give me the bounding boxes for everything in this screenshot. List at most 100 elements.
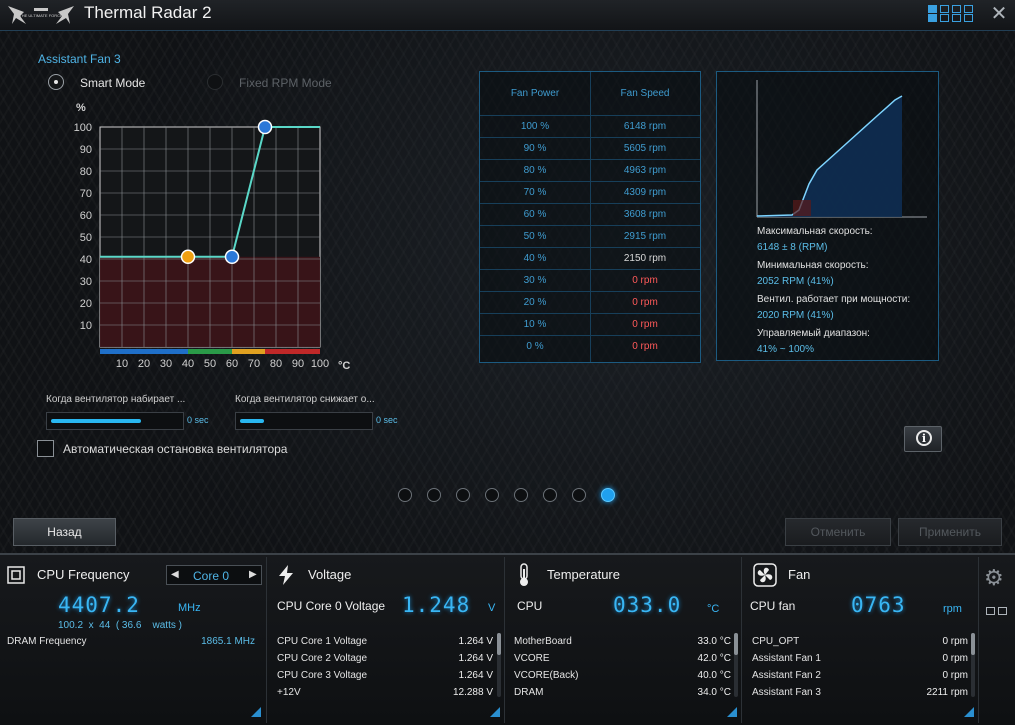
max-speed-value: 6148 ± 8 (RPM) — [757, 242, 828, 253]
fan-power-cell: 20 % — [523, 297, 547, 308]
chart-y-tick-label: 50 — [80, 232, 92, 244]
fan-monitor-panel: Fan CPU fan 0763 rpm CPU_OPT 0 rpm Assista… — [743, 557, 979, 723]
fan-main-label: CPU fan — [750, 599, 796, 613]
expand-corner-icon[interactable] — [251, 707, 261, 717]
fan-row-label: CPU_OPT — [752, 636, 800, 647]
fan-row-value: 0 rpm — [942, 636, 968, 647]
table-row: 30 % 0 rpm — [480, 269, 700, 292]
temperature-title: Temperature — [547, 567, 620, 582]
window-mode-icon[interactable] — [986, 607, 995, 615]
voltage-row-value: 1.264 V — [458, 670, 493, 681]
window-mode-icon[interactable] — [998, 607, 1007, 615]
chart-control-point[interactable] — [257, 119, 273, 135]
layout-grid-icon[interactable] — [928, 5, 974, 23]
chart-x-tick-label: 90 — [292, 358, 304, 370]
table-header-power: Fan Power — [510, 88, 560, 99]
voltage-row-label: CPU Core 2 Voltage — [277, 653, 368, 664]
expand-corner-icon[interactable] — [727, 707, 737, 717]
temperature-row-label: MotherBoard — [514, 636, 572, 647]
fan-power-cell: 60 % — [523, 209, 547, 220]
page-dot[interactable] — [601, 488, 615, 502]
expand-corner-icon[interactable] — [490, 707, 500, 717]
expand-corner-icon[interactable] — [964, 707, 974, 717]
voltage-value: 1.248 — [402, 593, 471, 617]
table-row: 80 % 4963 rpm — [480, 159, 700, 182]
chart-zone-bar — [100, 349, 188, 354]
chart-x-tick-label: 100 — [311, 358, 329, 370]
fan-speed-cell: 6148 rpm — [623, 121, 667, 132]
cancel-button[interactable]: Отменить — [785, 518, 891, 546]
voltage-row-value: 1.264 V — [458, 636, 493, 647]
page-dot[interactable] — [485, 488, 499, 502]
core-select-value: Core 0 — [193, 569, 230, 583]
chart-x-tick-label: 60 — [226, 358, 238, 370]
chart-y-tick-label: 70 — [80, 188, 92, 200]
table-row: 20 % 0 rpm — [480, 291, 700, 314]
cpu-icon — [7, 566, 25, 584]
prev-core-icon[interactable]: ◀ — [171, 569, 179, 580]
cpu-frequency-panel: CPU Frequency ◀ Core 0 ▶ 4407.2 MHz 100.… — [0, 557, 267, 723]
rise-delay-slider[interactable] — [46, 412, 184, 430]
fan-speed-cell: 2150 rpm — [623, 253, 667, 264]
next-core-icon[interactable]: ▶ — [249, 569, 257, 580]
chart-control-point[interactable] — [224, 249, 240, 265]
cpu-title: CPU Frequency — [37, 567, 130, 582]
thermometer-icon — [520, 563, 528, 586]
page-dot[interactable] — [427, 488, 441, 502]
autostop-label[interactable]: Автоматическая остановка вентилятора — [63, 442, 288, 456]
voltage-row-label: +12V — [277, 687, 301, 698]
range-label: Управляемый диапазон: — [757, 328, 870, 339]
core-select[interactable]: ◀ Core 0 ▶ — [166, 565, 262, 585]
temperature-row-label: VCORE(Back) — [514, 670, 579, 681]
fan-info-panel: Максимальная скорость: 6148 ± 8 (RPM) Ми… — [716, 71, 939, 361]
close-icon[interactable]: ✕ — [990, 3, 1008, 25]
temperature-row-value: 33.0 °C — [697, 636, 731, 647]
voltage-main-label: CPU Core 0 Voltage — [277, 599, 386, 613]
page-dot[interactable] — [456, 488, 470, 502]
app-title: Thermal Radar 2 — [84, 3, 212, 22]
page-dot[interactable] — [398, 488, 412, 502]
voltage-scrollbar[interactable] — [497, 633, 501, 697]
fan-power-cell: 70 % — [523, 187, 547, 198]
temperature-scrollbar[interactable] — [734, 633, 738, 697]
fan-power-cell: 50 % — [523, 231, 547, 242]
chart-y-unit: % — [76, 102, 86, 114]
autostop-checkbox[interactable] — [37, 440, 54, 457]
chart-control-point[interactable] — [180, 249, 196, 265]
smart-mode-label[interactable]: Smart Mode — [80, 76, 146, 90]
fan-icon — [753, 563, 777, 587]
page-dot[interactable] — [572, 488, 586, 502]
fan-speed-cell: 2915 rpm — [623, 231, 667, 242]
voltage-row-value: 12.288 V — [452, 687, 493, 698]
back-button[interactable]: Назад — [13, 518, 116, 546]
chart-x-tick-label: 30 — [160, 358, 172, 370]
fan-row-value: 0 rpm — [942, 670, 968, 681]
chart-zone-bar — [265, 349, 320, 354]
min-speed-value: 2052 RPM (41%) — [757, 276, 834, 287]
chart-y-tick-label: 20 — [80, 298, 92, 310]
logo-text: THE ULTIMATE FORCE — [19, 13, 63, 18]
title-bar: THE ULTIMATE FORCE Thermal Radar 2 ✕ — [0, 0, 1015, 31]
fan-curve-chart[interactable]: 10 20 30 40 50 60 70 80 90 100 10 20 30 40 50 60 70 80 90 1… — [60, 95, 360, 385]
page-dot[interactable] — [543, 488, 557, 502]
temperature-row-label: VCORE — [514, 653, 550, 664]
table-row: 0 % 0 rpm — [480, 335, 700, 358]
fall-delay-slider[interactable] — [235, 412, 373, 430]
apply-button[interactable]: Применить — [898, 518, 1002, 546]
chart-y-tick-label: 80 — [80, 166, 92, 178]
table-row: 100 % 6148 rpm — [480, 115, 700, 138]
smart-mode-radio[interactable] — [48, 74, 64, 90]
fan-scrollbar[interactable] — [971, 633, 975, 697]
fixed-rpm-mode-radio[interactable] — [207, 74, 223, 90]
voltage-row-label: CPU Core 3 Voltage — [277, 670, 368, 681]
page-dot[interactable] — [514, 488, 528, 502]
fixed-rpm-mode-label[interactable]: Fixed RPM Mode — [239, 76, 332, 90]
temperature-row-value: 40.0 °C — [697, 670, 731, 681]
fan-speed-cell: 0 rpm — [632, 275, 658, 286]
settings-gear-icon[interactable]: ⚙ — [984, 565, 1004, 590]
fan-row-value: 2211 rpm — [926, 687, 968, 698]
table-row: 60 % 3608 rpm — [480, 203, 700, 226]
fan-power-cell: 40 % — [523, 253, 547, 264]
info-button[interactable]: i — [904, 426, 942, 452]
